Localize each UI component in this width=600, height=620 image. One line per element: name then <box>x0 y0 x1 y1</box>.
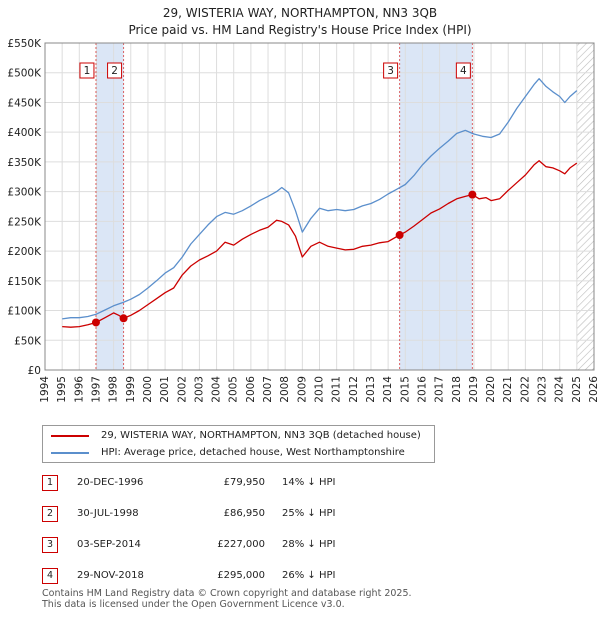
transaction-date: 03-SEP-2014 <box>77 539 141 550</box>
transaction-row: 3 03-SEP-2014 £227,000 28% ↓ HPI <box>42 537 442 557</box>
x-tick-label: 2015 <box>399 376 411 403</box>
chart-legend: 29, WISTERIA WAY, NORTHAMPTON, NN3 3QB (… <box>42 425 435 463</box>
ownership-period-shade <box>399 43 473 370</box>
x-tick-label: 2022 <box>519 376 531 403</box>
transaction-row: 1 20-DEC-1996 £79,950 14% ↓ HPI <box>42 475 442 495</box>
transaction-number-badge: 3 <box>42 537 58 553</box>
y-tick-label: £500K <box>7 68 42 80</box>
x-tick-label: 2002 <box>176 376 188 403</box>
legend-label-property: 29, WISTERIA WAY, NORTHAMPTON, NN3 3QB (… <box>101 430 421 441</box>
y-tick-label: £200K <box>7 246 42 258</box>
sale-point <box>119 314 128 323</box>
property-price-line <box>62 160 578 328</box>
x-tick-label: 2001 <box>159 376 171 403</box>
sale-label-box <box>383 62 399 79</box>
y-tick-label: £300K <box>7 187 42 199</box>
transaction-price: £227,000 <box>217 539 265 550</box>
x-tick-label: 2008 <box>279 376 291 403</box>
sale-point <box>91 318 100 327</box>
x-tick-label: 2026 <box>588 376 600 403</box>
hpi-line <box>62 78 578 320</box>
sale-label-number: 4 <box>460 65 467 77</box>
transaction-row: 4 29-NOV-2018 £295,000 26% ↓ HPI <box>42 568 442 588</box>
transaction-price: £86,950 <box>223 508 265 519</box>
transaction-date: 20-DEC-1996 <box>77 477 144 488</box>
legend-swatch-blue <box>51 452 89 454</box>
x-tick-label: 2019 <box>468 376 480 403</box>
y-tick-label: £400K <box>7 127 42 139</box>
transaction-hpi-diff: 14% ↓ HPI <box>282 477 336 488</box>
transaction-number-badge: 4 <box>42 568 58 584</box>
chart-title-line2: Price paid vs. HM Land Registry's House … <box>128 23 471 37</box>
x-tick-label: 2009 <box>296 376 308 403</box>
x-tick-label: 2007 <box>262 376 274 403</box>
chart-title-line1: 29, WISTERIA WAY, NORTHAMPTON, NN3 3QB <box>163 6 437 20</box>
transaction-date: 30-JUL-1998 <box>77 508 139 519</box>
sale-label-box <box>107 62 123 79</box>
plot-border <box>44 42 595 371</box>
footer-line-1: Contains HM Land Registry data © Crown c… <box>42 588 412 599</box>
x-tick-label: 2013 <box>365 376 377 403</box>
x-tick-label: 2020 <box>485 376 497 403</box>
sale-label-number: 2 <box>111 65 118 77</box>
x-tick-label: 2003 <box>193 376 205 403</box>
x-tick-label: 2024 <box>554 376 566 403</box>
x-tick-label: 2006 <box>245 376 257 403</box>
sale-point <box>468 190 477 199</box>
y-tick-label: £150K <box>7 276 42 288</box>
x-tick-label: 2018 <box>451 376 463 403</box>
forecast-hatch-region <box>576 43 594 370</box>
transaction-number-badge: 2 <box>42 506 58 522</box>
x-tick-label: 2014 <box>382 376 394 403</box>
y-tick-label: £350K <box>7 157 42 169</box>
sale-label-number: 1 <box>84 65 91 77</box>
y-tick-label: £100K <box>7 306 42 318</box>
price-chart: 29, WISTERIA WAY, NORTHAMPTON, NN3 3QB P… <box>7 6 600 403</box>
x-tick-label: 1994 <box>39 376 51 403</box>
footer-attribution: Contains HM Land Registry data © Crown c… <box>42 588 412 610</box>
transaction-hpi-diff: 26% ↓ HPI <box>282 570 336 581</box>
x-tick-label: 1998 <box>108 376 120 403</box>
transaction-price: £79,950 <box>223 477 265 488</box>
y-tick-label: £50K <box>14 335 42 347</box>
sale-label-box <box>455 62 471 79</box>
transaction-row: 2 30-JUL-1998 £86,950 25% ↓ HPI <box>42 506 442 526</box>
transaction-price: £295,000 <box>217 570 265 581</box>
transaction-date: 29-NOV-2018 <box>77 570 144 581</box>
x-tick-label: 1999 <box>125 376 137 403</box>
x-tick-label: 2010 <box>314 376 326 403</box>
footer-line-2: This data is licensed under the Open Gov… <box>42 599 345 610</box>
x-tick-label: 2012 <box>348 376 360 403</box>
y-tick-label: £450K <box>7 97 42 109</box>
x-tick-label: 2016 <box>416 376 428 403</box>
x-tick-label: 2021 <box>502 376 514 403</box>
transaction-hpi-diff: 28% ↓ HPI <box>282 539 336 550</box>
x-tick-label: 2025 <box>571 376 583 403</box>
transaction-number-badge: 1 <box>42 475 58 491</box>
y-tick-label: £550K <box>7 38 42 50</box>
x-tick-label: 2000 <box>142 376 154 403</box>
y-tick-label: £0 <box>28 365 41 377</box>
legend-label-hpi: HPI: Average price, detached house, West… <box>101 447 405 458</box>
transaction-hpi-diff: 25% ↓ HPI <box>282 508 336 519</box>
x-tick-label: 1997 <box>90 376 102 403</box>
x-tick-label: 1996 <box>73 376 85 403</box>
x-tick-label: 2004 <box>211 376 223 403</box>
x-tick-label: 2017 <box>434 376 446 403</box>
legend-swatch-red <box>51 435 89 437</box>
x-tick-label: 2023 <box>537 376 549 403</box>
sale-point <box>395 231 404 240</box>
sale-label-box <box>79 62 95 79</box>
x-tick-label: 2005 <box>228 376 240 403</box>
x-tick-label: 2011 <box>331 376 343 403</box>
sale-label-number: 3 <box>387 65 394 77</box>
y-tick-label: £250K <box>7 216 42 228</box>
x-tick-label: 1995 <box>56 376 68 403</box>
